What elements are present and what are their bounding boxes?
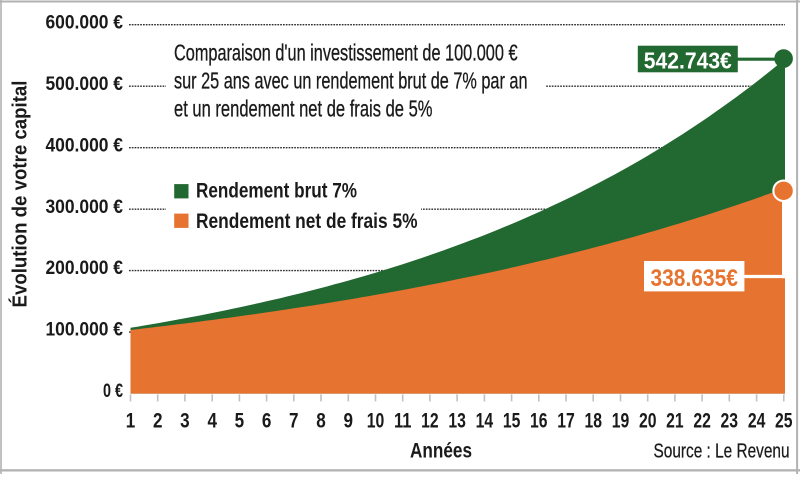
svg-text:Évolution de votre capital: Évolution de votre capital <box>9 81 32 308</box>
svg-text:400.000 €: 400.000 € <box>46 134 124 156</box>
svg-text:5: 5 <box>235 409 245 433</box>
svg-text:10: 10 <box>367 409 385 433</box>
svg-text:18: 18 <box>584 409 602 433</box>
svg-text:11: 11 <box>394 409 412 433</box>
svg-text:7: 7 <box>289 409 299 433</box>
svg-text:Rendement net de frais 5%: Rendement net de frais 5% <box>196 209 418 233</box>
svg-text:0 €: 0 € <box>103 380 123 402</box>
svg-text:16: 16 <box>530 409 548 433</box>
svg-text:12: 12 <box>421 409 439 433</box>
svg-text:600.000 €: 600.000 € <box>46 11 124 33</box>
svg-text:20: 20 <box>639 409 657 433</box>
svg-text:13: 13 <box>448 409 466 433</box>
svg-text:Comparaison d'un investissemen: Comparaison d'un investissement de 100.0… <box>174 39 518 65</box>
svg-text:100.000 €: 100.000 € <box>46 319 124 341</box>
svg-text:338.635€: 338.635€ <box>650 265 738 292</box>
svg-text:25: 25 <box>775 409 793 433</box>
svg-text:21: 21 <box>666 409 684 433</box>
svg-text:24: 24 <box>748 409 766 433</box>
svg-text:300.000 €: 300.000 € <box>46 196 124 218</box>
svg-text:et un rendement net de frais d: et un rendement net de frais de 5% <box>174 96 433 122</box>
svg-text:542.743€: 542.743€ <box>644 47 732 73</box>
svg-text:2: 2 <box>153 409 163 433</box>
svg-text:19: 19 <box>612 409 630 433</box>
svg-text:500.000 €: 500.000 € <box>46 73 124 95</box>
svg-text:Rendement brut 7%: Rendement brut 7% <box>196 179 357 203</box>
svg-text:200.000 €: 200.000 € <box>46 257 124 279</box>
svg-text:6: 6 <box>262 409 272 433</box>
svg-text:9: 9 <box>344 409 354 433</box>
svg-text:23: 23 <box>721 409 739 433</box>
svg-text:15: 15 <box>503 409 521 433</box>
svg-text:1: 1 <box>126 409 136 433</box>
svg-text:Années: Années <box>410 440 472 463</box>
svg-text:3: 3 <box>180 409 190 433</box>
svg-text:17: 17 <box>557 409 575 433</box>
svg-text:4: 4 <box>207 409 217 433</box>
svg-text:Source : Le Revenu: Source : Le Revenu <box>654 441 790 463</box>
svg-text:8: 8 <box>316 409 326 433</box>
svg-text:sur 25 ans avec un rendement b: sur 25 ans avec un rendement brut de 7% … <box>174 67 528 93</box>
svg-text:14: 14 <box>476 409 494 433</box>
svg-text:22: 22 <box>693 409 711 433</box>
